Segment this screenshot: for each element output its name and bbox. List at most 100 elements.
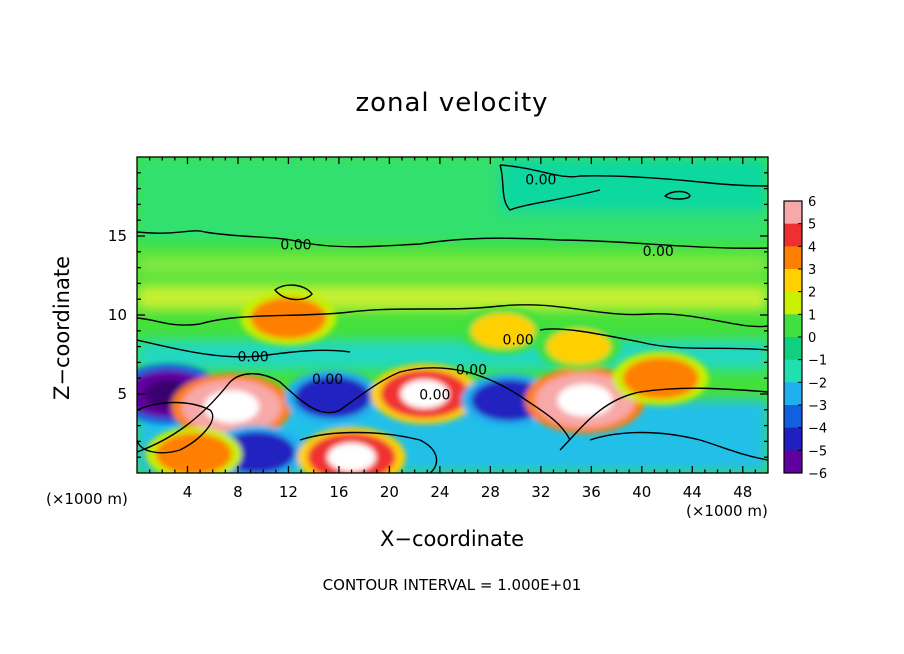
contour-label: 0.00 [419,388,450,404]
colorbar-tick-label: 1 [808,308,816,323]
x-tick-label: 8 [233,483,243,501]
chart-title: zonal velocity [355,88,549,118]
field-feature-halo [145,427,242,473]
field-feature-halo [297,427,406,473]
field-feature [218,431,295,473]
x-tick-label: 44 [683,483,702,501]
colorbar-swatch [784,314,802,338]
velocity-field: 0.00 0.00 0.00 0.00 0.00 0.00 0.00 0.00 [137,157,768,473]
x-tick-label: 24 [430,483,449,501]
field-background [137,157,768,473]
field-feature [137,370,213,418]
colorbar: 6 5 4 3 2 1 0 −1 −2 −3 −4 −5 −6 [783,195,827,482]
colorbar-swatch [784,291,802,315]
field-feature-core [204,390,260,423]
colorbar-swatch [784,223,802,247]
x-unit-label-left: (×1000 m) [46,490,128,508]
y-axis-label: Z−coordinate [50,256,74,400]
contour-label: 0.00 [312,372,343,388]
contour-line [137,367,571,453]
contour-line [589,431,768,461]
colorbar-swatch [784,359,802,383]
field-feature-halo [208,425,305,473]
contour-line [137,304,768,328]
colorbar-tick-label: −6 [808,467,827,482]
x-tick-label: 16 [329,483,348,501]
colorbar-swatch [784,450,802,474]
contour-line [663,190,691,200]
field-feature [535,373,636,428]
x-tick-label: 28 [481,483,500,501]
colorbar-tick-label: 0 [808,331,816,346]
field-feature-halo [137,364,223,424]
contour-label: 0.00 [503,332,534,348]
field-feature [471,379,548,422]
colorbar-swatch [784,269,802,293]
contour-line [499,164,601,211]
field-feature-halo [284,370,381,424]
field-feature-core [327,442,376,472]
contour-line [499,164,768,187]
contour-line [137,339,351,358]
contour-label: 0.00 [525,173,556,189]
x-tick-label: 20 [380,483,399,501]
contour-line [539,328,768,351]
colorbar-tick-label: 3 [808,263,816,278]
field-feature-core [144,379,193,409]
y-tick-label: 10 [108,306,127,324]
field-feature-halo [536,323,621,371]
x-tick-label: 40 [632,483,651,501]
x-tick-label: 36 [582,483,601,501]
field-feature-halo [171,373,292,440]
field-bands [137,157,768,473]
field-feature [155,433,232,473]
field-feature [622,357,699,400]
x-tick-label: 48 [733,483,752,501]
contour-line [274,284,313,301]
x-unit-label-right: (×1000 m) [686,502,768,520]
y-tick-label: 15 [108,227,127,245]
x-axis-label: X−coordinate [380,527,524,551]
colorbar-swatch [784,405,802,429]
field-feature-core [400,379,449,409]
contour-label: 0.00 [456,362,487,378]
contour-label: 0.00 [643,244,674,260]
colorbar-tick-label: −4 [808,422,827,437]
colorbar-tick-label: −5 [808,444,827,459]
y-tick-label: 5 [117,385,127,403]
colorbar-tick-label: 2 [808,286,816,301]
field-feature-core [557,384,613,417]
plot-frame [136,156,769,474]
colorbar-swatch [784,427,802,451]
field-feature [470,313,535,349]
contour-line [299,431,438,473]
field-feature [294,376,371,418]
colorbar-tick-label: −1 [808,354,827,369]
x-tick-label: 4 [183,483,193,501]
field-feature-halo [240,291,337,345]
contour-line [137,401,214,454]
colorbar-swatch [784,337,802,361]
field-feature [546,329,611,365]
field-feature [307,433,396,473]
contour-interval-note: CONTOUR INTERVAL = 1.000E+01 [322,576,582,594]
colorbar-tick-label: −2 [808,376,827,391]
x-tick-label: 32 [531,483,550,501]
field-feature [250,297,327,339]
contour-line [559,387,768,451]
colorbar-frame [783,200,803,474]
contour-label: 0.00 [280,237,311,253]
field-feature [181,379,282,434]
field-feature-halo [370,364,479,424]
contour-label: 0.00 [238,350,269,366]
colorbar-swatch [784,201,802,225]
field-feature-halo [612,351,709,406]
colorbar-tick-label: 6 [808,195,816,210]
contour-line [137,230,768,249]
field-feature-halo [525,367,646,434]
colorbar-swatch [784,382,802,406]
colorbar-tick-label: 5 [808,218,816,233]
colorbar-swatch [784,246,802,270]
colorbar-tick-label: 4 [808,240,816,255]
x-tick-label: 12 [279,483,298,501]
